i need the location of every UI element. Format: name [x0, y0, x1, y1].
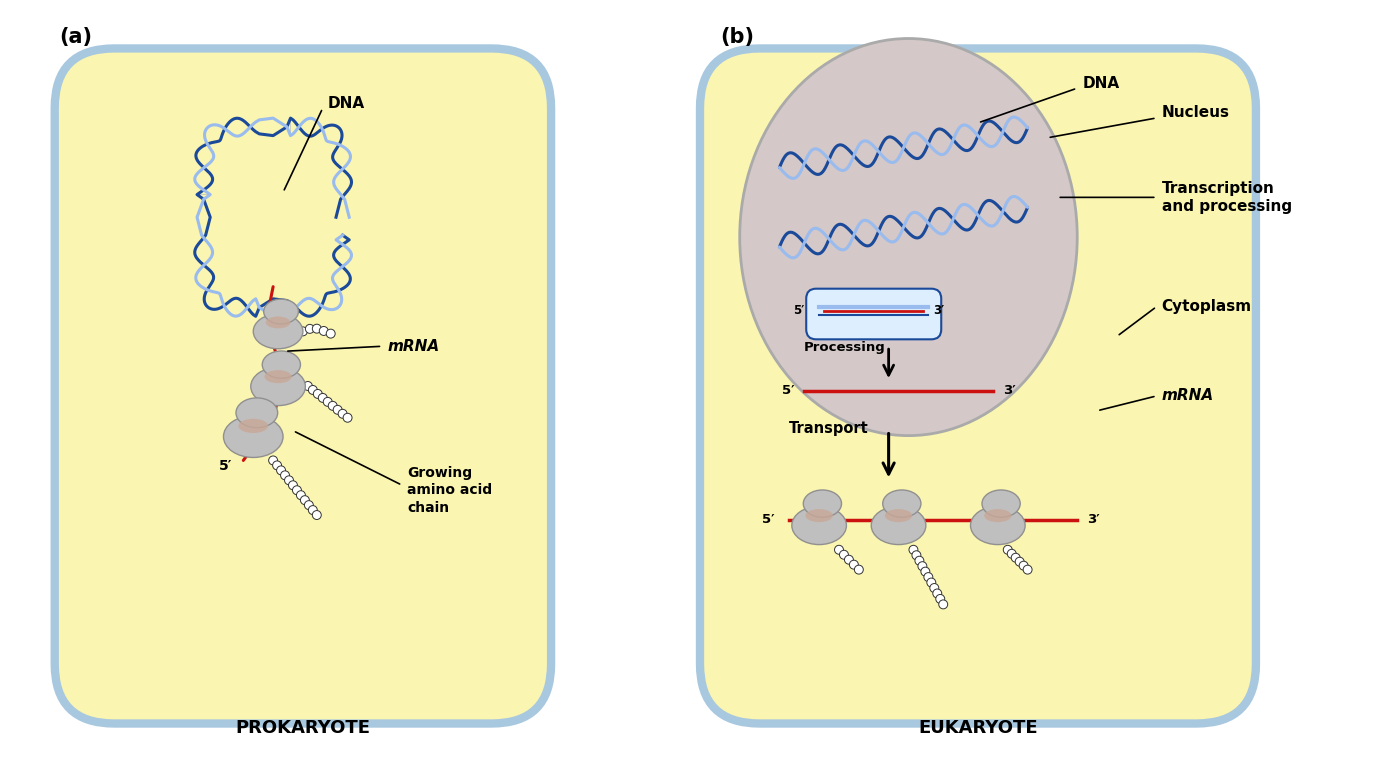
Circle shape — [304, 381, 312, 391]
Circle shape — [318, 394, 328, 402]
FancyBboxPatch shape — [700, 48, 1256, 724]
Ellipse shape — [984, 509, 1011, 522]
Circle shape — [319, 326, 328, 336]
Text: 3′: 3′ — [934, 304, 945, 317]
Text: Processing: Processing — [804, 342, 886, 355]
Text: Cytoplasm: Cytoplasm — [1162, 299, 1252, 314]
Text: PROKARYOTE: PROKARYOTE — [235, 719, 371, 738]
Text: DNA: DNA — [1082, 76, 1120, 90]
Circle shape — [312, 511, 321, 519]
Text: (a): (a) — [60, 28, 92, 47]
Text: 5′: 5′ — [762, 513, 774, 526]
Ellipse shape — [224, 416, 283, 457]
Circle shape — [927, 578, 935, 587]
Text: DNA: DNA — [328, 96, 365, 110]
Text: EUKARYOTE: EUKARYOTE — [918, 719, 1037, 738]
Ellipse shape — [266, 316, 290, 329]
Circle shape — [308, 506, 318, 515]
Circle shape — [1004, 545, 1012, 555]
Ellipse shape — [883, 490, 921, 517]
Circle shape — [909, 545, 918, 555]
Circle shape — [298, 327, 308, 336]
Ellipse shape — [739, 38, 1077, 436]
Circle shape — [854, 565, 864, 574]
Text: mRNA: mRNA — [388, 339, 440, 354]
Circle shape — [304, 501, 314, 509]
Ellipse shape — [265, 370, 291, 383]
Circle shape — [301, 496, 309, 505]
Circle shape — [1019, 561, 1028, 570]
Circle shape — [269, 456, 277, 465]
Circle shape — [308, 385, 318, 394]
Ellipse shape — [262, 351, 301, 378]
Text: Transport: Transport — [790, 421, 869, 436]
Circle shape — [323, 398, 332, 406]
Circle shape — [930, 584, 939, 592]
Text: Growing
amino acid
chain: Growing amino acid chain — [407, 466, 493, 515]
Text: 3′: 3′ — [1088, 513, 1100, 526]
Ellipse shape — [237, 398, 277, 427]
Circle shape — [277, 466, 286, 475]
Circle shape — [840, 550, 848, 559]
Ellipse shape — [263, 299, 298, 324]
Circle shape — [312, 324, 321, 333]
Circle shape — [326, 329, 335, 338]
Circle shape — [935, 594, 945, 604]
Text: 5′: 5′ — [792, 304, 804, 317]
Circle shape — [911, 551, 921, 560]
Circle shape — [1007, 549, 1016, 558]
Ellipse shape — [804, 490, 841, 517]
Circle shape — [918, 561, 927, 571]
Circle shape — [1015, 557, 1025, 566]
Circle shape — [932, 589, 942, 598]
Circle shape — [273, 461, 281, 470]
Circle shape — [834, 545, 843, 555]
Ellipse shape — [792, 506, 847, 545]
Circle shape — [924, 573, 932, 581]
Circle shape — [339, 409, 347, 418]
Text: mRNA: mRNA — [1162, 388, 1214, 404]
FancyBboxPatch shape — [806, 289, 941, 339]
Ellipse shape — [805, 509, 833, 522]
Ellipse shape — [251, 368, 305, 405]
Circle shape — [1023, 565, 1032, 574]
Circle shape — [333, 405, 342, 414]
Circle shape — [280, 471, 290, 480]
Text: 5′: 5′ — [781, 385, 794, 398]
Ellipse shape — [871, 506, 925, 545]
Circle shape — [1011, 553, 1021, 562]
Text: (b): (b) — [720, 28, 753, 47]
Circle shape — [288, 481, 297, 489]
Circle shape — [343, 414, 351, 422]
Circle shape — [305, 325, 315, 333]
Circle shape — [314, 389, 322, 398]
Text: Transcription
and processing: Transcription and processing — [1162, 181, 1292, 214]
Circle shape — [916, 556, 924, 565]
Ellipse shape — [885, 509, 913, 522]
Ellipse shape — [981, 490, 1021, 517]
Text: 3′: 3′ — [1002, 385, 1015, 398]
Circle shape — [284, 476, 294, 485]
Circle shape — [293, 486, 301, 495]
Circle shape — [844, 555, 854, 565]
Ellipse shape — [970, 506, 1025, 545]
Circle shape — [850, 560, 858, 569]
Circle shape — [939, 600, 948, 609]
Text: 5′: 5′ — [218, 460, 232, 473]
Ellipse shape — [253, 314, 302, 349]
Circle shape — [921, 567, 930, 576]
Text: Nucleus: Nucleus — [1162, 106, 1229, 120]
Circle shape — [297, 491, 305, 499]
Ellipse shape — [238, 419, 269, 433]
FancyBboxPatch shape — [55, 48, 552, 724]
Circle shape — [328, 401, 337, 411]
